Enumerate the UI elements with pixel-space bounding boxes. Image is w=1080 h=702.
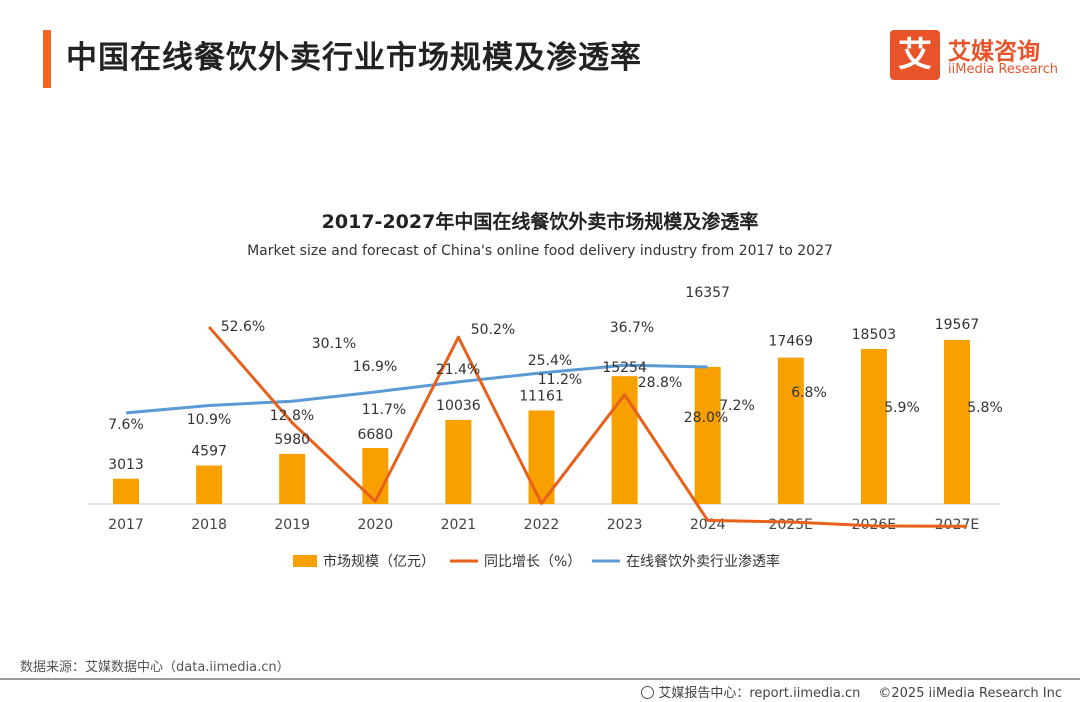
growth-value-label: 30.1% (312, 336, 356, 352)
bar-value-label: 5980 (274, 432, 310, 448)
penetration-value-label: 10.9% (187, 412, 231, 428)
globe-icon (641, 686, 655, 699)
page-title: 中国在线餐饮外卖行业市场规模及渗透率 (66, 40, 642, 76)
x-tick-label: 2021 (441, 517, 477, 533)
bar-2023 (611, 376, 638, 504)
bar-2027E (944, 340, 970, 504)
bar-2018 (196, 465, 223, 504)
growth-value-label: 11.2% (538, 372, 582, 388)
bar-value-label: 3013 (108, 457, 144, 473)
penetration-value-label: 12.8% (270, 408, 314, 424)
growth-value-label: 11.7% (362, 402, 406, 418)
x-tick-label: 2022 (524, 517, 560, 533)
growth-value-label: 7.2% (719, 398, 755, 414)
footer-divider (0, 678, 1080, 680)
legend-label-penetration: 在线餐饮外卖行业渗透率 (626, 553, 780, 570)
chart-subtitle: Market size and forecast of China's onli… (247, 243, 833, 259)
logo-mark: 艾 (890, 30, 940, 80)
growth-value-label: 36.7% (610, 320, 654, 336)
growth-value-label: 5.9% (884, 400, 920, 416)
report-center-link[interactable]: 艾媒报告中心：report.iimedia.cn (658, 686, 861, 701)
logo-chinese-name: 艾媒咨询 (948, 39, 1040, 65)
copyright: ©2025 iiMedia Research Inc (878, 686, 1062, 701)
x-tick-label: 2020 (357, 517, 393, 533)
growth-value-label: 50.2% (471, 322, 515, 338)
penetration-value-label: 7.6% (108, 417, 144, 433)
legend-swatch-market-size (293, 555, 317, 567)
footer-info: 艾媒报告中心：report.iimedia.cn ©2025 iiMedia Re… (641, 682, 1062, 701)
growth-value-label: 6.8% (791, 385, 827, 401)
penetration-value-label: 25.4% (528, 353, 572, 369)
bar-value-label: 19567 (935, 317, 980, 333)
bar-2021 (445, 419, 472, 504)
x-tick-label: 2023 (607, 517, 643, 533)
growth-line (207, 325, 967, 528)
bar-2025E (777, 357, 804, 504)
title-accent-bar (43, 30, 51, 88)
bar-value-label: 10036 (436, 398, 481, 414)
bar-value-label: 4597 (191, 443, 227, 459)
bar-value-label: 17469 (769, 334, 814, 350)
bar-value-label: 18503 (852, 327, 897, 343)
chart-title: 2017-2027年中国在线餐饮外卖市场规模及渗透率 (321, 211, 759, 233)
x-tick-label: 2017 (108, 517, 144, 533)
growth-value-label: 5.8% (967, 400, 1003, 416)
legend-label-growth: 同比增长（%） (484, 554, 581, 570)
x-tick-label: 2019 (274, 517, 310, 533)
legend-label-market-size: 市场规模（亿元） (323, 553, 435, 570)
bar-value-label: 11161 (519, 388, 564, 404)
logo-english-name: iiMedia Research (948, 62, 1059, 77)
penetration-value-label: 21.4% (436, 362, 480, 378)
x-tick-label: 2018 (191, 517, 227, 533)
bar-value-label: 16357 (685, 285, 730, 301)
bar-value-label: 6680 (357, 427, 393, 443)
bar-2019 (279, 453, 306, 504)
data-source: 数据来源：艾媒数据中心（data.iimedia.cn） (20, 660, 290, 675)
x-tick-label: 2025E (769, 517, 813, 533)
brand-logo: 艾 艾媒咨询 iiMedia Research (890, 30, 1060, 82)
bar-2024 (694, 366, 721, 504)
bar-2017 (113, 478, 139, 504)
penetration-line (125, 363, 708, 415)
penetration-value-label: 28.8% (638, 375, 682, 391)
growth-value-label: 52.6% (221, 319, 265, 335)
bar-2026E (860, 348, 887, 504)
penetration-value-label: 28.0% (684, 410, 728, 426)
bar-value-label: 15254 (602, 360, 647, 376)
penetration-value-label: 16.9% (353, 359, 397, 375)
bar-2020 (362, 448, 389, 504)
